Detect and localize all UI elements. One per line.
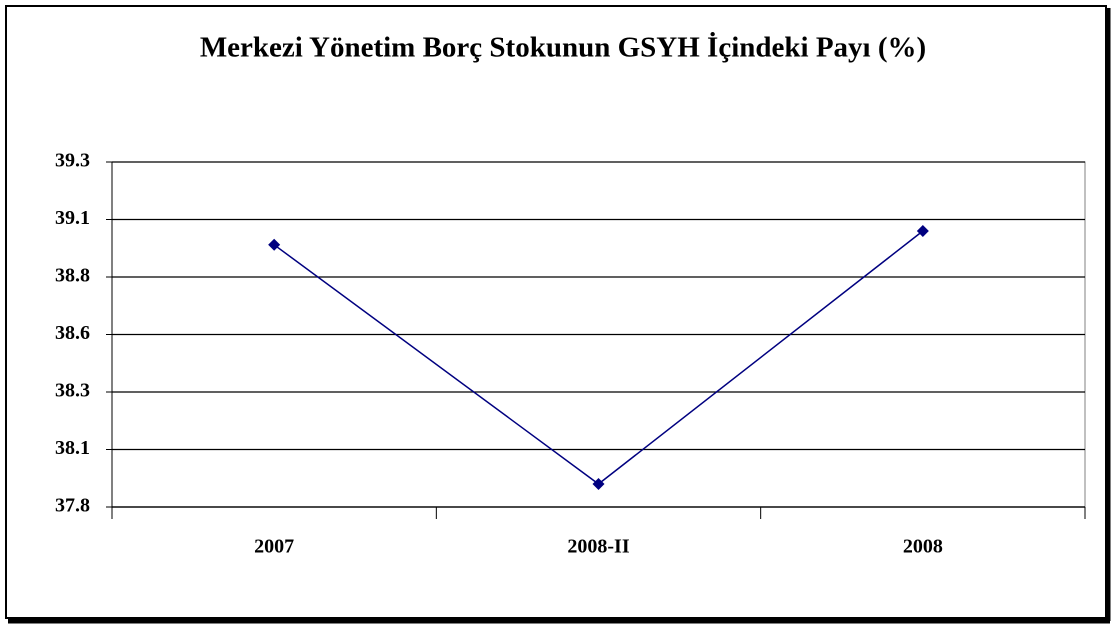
marker (268, 238, 281, 251)
marker (592, 478, 605, 490)
y-tick-label: 38.1 (55, 437, 90, 459)
marker (916, 225, 929, 237)
y-tick-label: 38.8 (55, 265, 90, 287)
y-tick-label: 39.1 (55, 207, 90, 229)
y-tick-label: 37.8 (55, 495, 90, 517)
y-tick-label: 38.3 (55, 380, 90, 402)
chart-frame (5, 5, 1107, 619)
chart-title: Merkezi Yönetim Borç Stokunun GSYH İçind… (200, 31, 926, 64)
x-tick-label: 2008 (903, 536, 943, 558)
y-tick-label: 39.3 (55, 150, 90, 172)
y-tick-label: 38.6 (55, 322, 90, 344)
x-tick-label: 2008-II (567, 536, 629, 558)
x-tick-label: 2007 (254, 536, 294, 558)
